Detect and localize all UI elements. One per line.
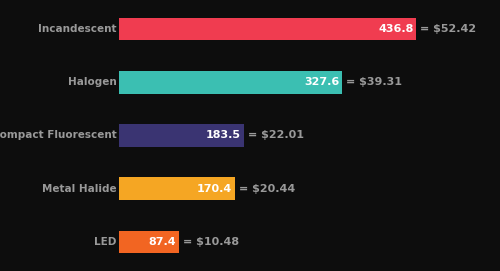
- Text: 436.8: 436.8: [378, 24, 414, 34]
- Bar: [119, 231, 178, 253]
- Bar: [119, 18, 416, 40]
- Text: Incandescent: Incandescent: [38, 24, 117, 34]
- Text: 87.4: 87.4: [148, 237, 176, 247]
- Bar: [119, 124, 244, 147]
- Text: 183.5: 183.5: [206, 131, 241, 140]
- Text: LED: LED: [94, 237, 116, 247]
- Text: Halogen: Halogen: [68, 77, 116, 87]
- Text: 327.6: 327.6: [304, 77, 339, 87]
- Text: = $39.31: = $39.31: [346, 77, 402, 87]
- Text: = $20.44: = $20.44: [239, 184, 296, 194]
- Text: = $52.42: = $52.42: [420, 24, 476, 34]
- Text: = $22.01: = $22.01: [248, 131, 304, 140]
- Text: Metal Halide: Metal Halide: [42, 184, 117, 194]
- Bar: [119, 178, 235, 200]
- Text: = $10.48: = $10.48: [182, 237, 238, 247]
- Text: 170.4: 170.4: [197, 184, 232, 194]
- Bar: [119, 71, 342, 93]
- Text: Compact Fluorescent: Compact Fluorescent: [0, 131, 116, 140]
